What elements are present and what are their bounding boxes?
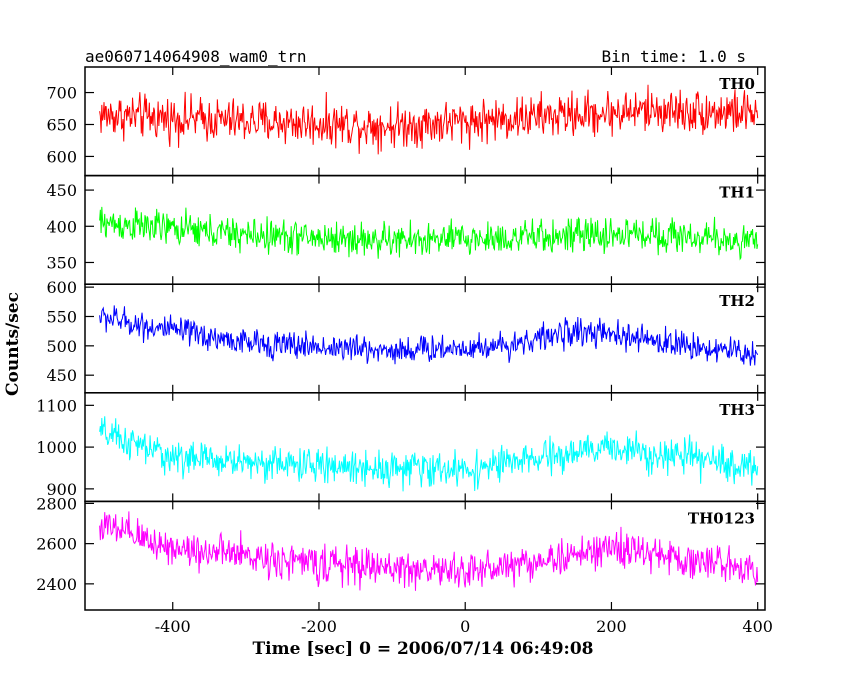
chart-title: ae060714064908_wam0_trn [85,47,307,66]
y-tick-label: 400 [46,217,77,236]
y-tick-label: 550 [46,307,77,326]
x-axis-label: Time [sec] 0 = 2006/07/14 06:49:08 [253,639,594,659]
y-tick-label: 1000 [36,438,77,457]
x-tick-label: -200 [301,617,337,636]
x-tick-label: 400 [742,617,773,636]
y-tick-label: 600 [46,147,77,166]
x-tick-label: -400 [155,617,191,636]
panel-label-th1: TH1 [719,184,755,202]
panel-th1: 350 400 450 TH1 [46,174,766,285]
y-tick-label: 2800 [36,494,77,513]
panel-frame [84,174,766,285]
panel-th2: 450 500 550 600 TH2 [46,278,766,394]
y-tick-label: 1100 [36,396,77,415]
series-line-th0123 [99,511,759,591]
series-line-th3 [99,416,759,492]
y-tick-label: 700 [46,84,77,103]
panel-stack: 600 650 700 TH0 350 400 450 TH1 450 500 550 600 TH2 9… [36,66,766,611]
y-tick-label: 450 [46,366,77,385]
series-line-th0 [99,84,759,155]
y-tick-label: 450 [46,181,77,200]
series-line-th2 [99,305,759,366]
y-tick-label: 650 [46,115,77,134]
bin-time-label: Bin time: 1.0 s [602,47,747,66]
y-tick-label: 2600 [36,535,77,554]
series-line-th1 [99,206,759,261]
y-tick-label: 500 [46,337,77,356]
y-tick-label: 350 [46,253,77,272]
y-axis-label: Counts/sec [3,292,23,396]
x-tick-label: 0 [460,617,470,636]
panel-label-th2: TH2 [719,292,755,310]
panel-label-th3: TH3 [719,401,755,419]
panel-th0: 600 650 700 TH0 [46,66,766,177]
panel-th3: 900 1000 1100 TH3 [36,392,766,503]
y-tick-label: 600 [46,278,77,297]
panel-label-th0: TH0 [719,75,755,93]
panel-label-th0123: TH0123 [688,509,755,527]
panel-frame [84,392,766,503]
y-tick-label: 900 [46,480,77,499]
y-tick-label: 2400 [36,575,77,594]
panel-th0123: 2400 2600 2800 TH0123 [36,494,766,611]
x-axis: -400 -200 0 200 400 [155,617,773,636]
panel-frame [84,500,766,611]
x-tick-label: 200 [596,617,627,636]
